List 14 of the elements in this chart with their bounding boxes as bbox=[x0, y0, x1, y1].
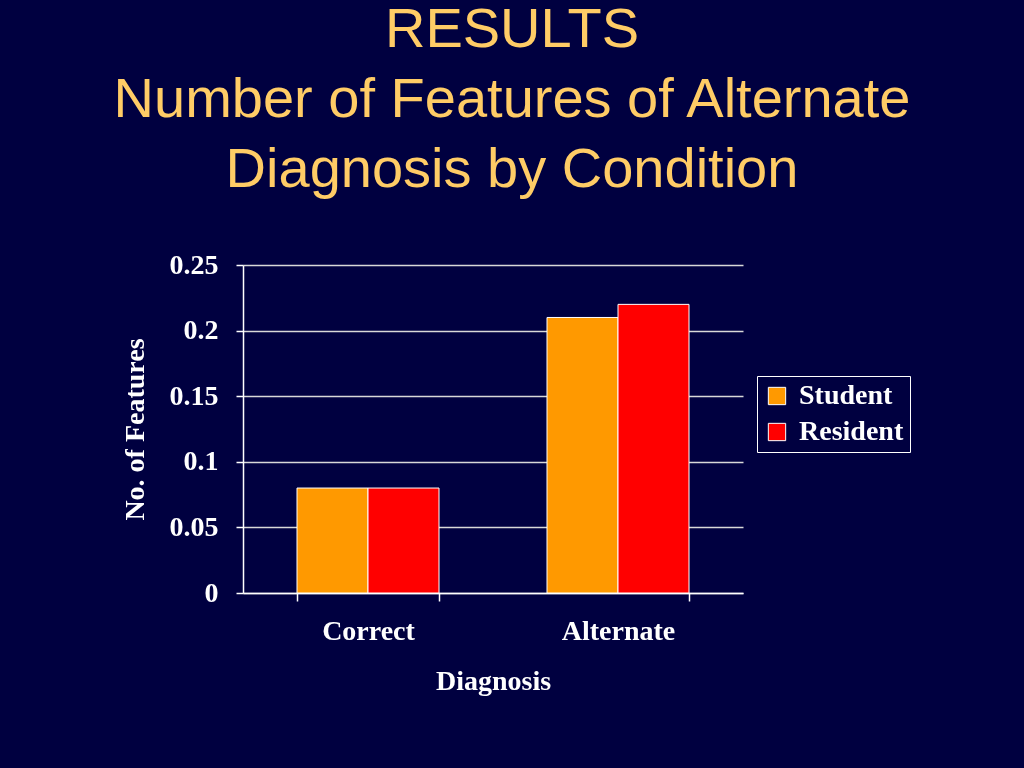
y-tick-label: 0.1 bbox=[183, 445, 219, 477]
x-tick-label: Correct bbox=[322, 614, 416, 646]
chart-title: RESULTS bbox=[384, 0, 640, 59]
y-tick-label: 0.2 bbox=[183, 314, 219, 346]
x-axis-title: Diagnosis bbox=[435, 664, 552, 696]
legend-label: Student bbox=[799, 379, 894, 410]
y-tick-label: 0.25 bbox=[169, 248, 219, 280]
x-tick-label: Alternate bbox=[561, 614, 676, 646]
y-axis-title: No. of Features bbox=[118, 338, 150, 521]
chart-subtitle: Number of Features of Alternate Diagnosis by Condition bbox=[113, 66, 911, 199]
y-tick-label: 0.15 bbox=[169, 379, 219, 411]
y-tick-label: 0 bbox=[204, 576, 219, 608]
y-tick-label: 0.05 bbox=[169, 510, 219, 542]
legend-label: Resident bbox=[799, 415, 904, 446]
